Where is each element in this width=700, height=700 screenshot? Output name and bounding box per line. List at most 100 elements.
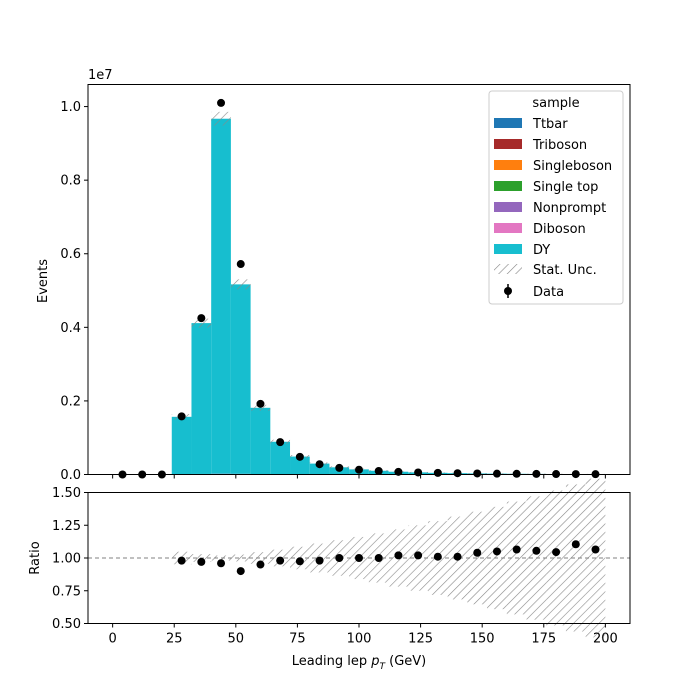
bar-dy-8 xyxy=(270,441,291,475)
data-point-5 xyxy=(217,98,226,107)
stat-unc-5 xyxy=(211,111,231,126)
legend-label-stat-unc: Stat. Unc. xyxy=(533,263,597,278)
ratio-y-tick-label-4: 1.50 xyxy=(52,486,81,501)
legend-box xyxy=(488,90,624,305)
ratio-x-ticks: 0 25 50 75 100 125 150 175 200 xyxy=(108,623,618,647)
legend-label-singleboson: Singleboson xyxy=(533,159,612,174)
legend-label-single-top: Single top xyxy=(533,180,598,195)
ratio-point-0 xyxy=(177,556,186,565)
legend-marker-data xyxy=(504,284,512,298)
legend-swatch-dy xyxy=(494,244,522,254)
bar-dy-7 xyxy=(250,407,271,475)
legend-items: Ttbar Triboson Singleboson Single top Nonpro… xyxy=(494,117,612,258)
x-tick-label-50: 50 xyxy=(228,632,245,647)
ratio-point-17 xyxy=(512,545,521,554)
bar-dy-5 xyxy=(211,118,231,474)
ratio-unc-22 xyxy=(546,490,566,626)
bar-dy-10 xyxy=(309,463,330,475)
ratio-unc-6 xyxy=(230,554,251,562)
legend-title: sample xyxy=(532,96,579,111)
ratio-y-axis-label: Ratio xyxy=(28,541,43,574)
data-point-9 xyxy=(295,452,304,461)
legend-label-ttbar: Ttbar xyxy=(532,117,568,132)
main-y-axis-label: Events xyxy=(36,259,51,303)
ratio-point-20 xyxy=(571,540,580,549)
legend-label-diboson: Diboson xyxy=(533,222,586,237)
data-point-7 xyxy=(256,399,265,408)
ratio-point-6 xyxy=(295,557,304,566)
legend-swatch-nonprompt xyxy=(494,202,522,212)
legend-swatch-diboson xyxy=(494,223,522,233)
bar-dy-3 xyxy=(171,416,192,475)
data-point-11 xyxy=(335,463,344,472)
main-y-tick-label-1: 0.2 xyxy=(60,394,81,409)
data-point-12 xyxy=(355,465,363,474)
main-y-tick-label-2: 0.4 xyxy=(60,321,81,336)
ratio-panel: 0 25 50 75 100 125 150 175 200 0.50 0.75 1.00 1.25 1… xyxy=(28,478,631,672)
ratio-y-ticks: 0.50 0.75 1.00 1.25 1.50 xyxy=(52,486,88,632)
data-point-19 xyxy=(492,469,501,478)
ratio-point-5 xyxy=(276,556,285,565)
data-point-18 xyxy=(473,469,482,478)
data-point-3 xyxy=(177,412,186,421)
bar-dy-6 xyxy=(230,284,251,474)
bar-dy-4 xyxy=(191,323,212,474)
ratio-point-14 xyxy=(453,552,462,561)
ratio-point-8 xyxy=(335,554,344,562)
data-point-14 xyxy=(394,467,403,476)
x-tick-label-125: 125 xyxy=(408,632,433,647)
ratio-point-1 xyxy=(197,557,206,566)
data-point-10 xyxy=(315,460,324,469)
ratio-unc-20 xyxy=(506,501,527,615)
main-y-tick-label-4: 0.8 xyxy=(60,174,81,189)
ratio-unc-5 xyxy=(211,555,231,561)
ratio-point-4 xyxy=(256,560,265,569)
ratio-point-12 xyxy=(414,551,423,560)
ratio-unc-18 xyxy=(467,511,488,605)
data-point-17 xyxy=(453,469,462,478)
data-point-6 xyxy=(236,260,245,269)
main-y-tick-label-0: 0.0 xyxy=(60,468,81,483)
ratio-unc-24 xyxy=(585,478,606,638)
ratio-point-2 xyxy=(217,559,226,568)
ratio-point-18 xyxy=(532,546,541,555)
ratio-unc-21 xyxy=(526,496,547,620)
x-tick-label-75: 75 xyxy=(289,632,306,647)
main-y-tick-label-5: 1.0 xyxy=(60,100,81,115)
data-point-8 xyxy=(276,438,285,447)
ratio-point-15 xyxy=(473,548,482,557)
bar-dy-9 xyxy=(290,456,310,475)
legend-label-data: Data xyxy=(533,285,564,300)
x-axis-label: Leading lep pT (GeV) xyxy=(292,654,426,672)
main-y-ticks: 0.0 0.2 0.4 0.6 0.8 1.0 xyxy=(60,100,88,483)
main-panel: 0.0 0.2 0.4 0.6 0.8 1.0 1e7 Events xyxy=(36,68,631,483)
x-tick-label-25: 25 xyxy=(166,632,183,647)
legend-swatch-single-top xyxy=(494,181,522,191)
legend-swatch-ttbar xyxy=(494,118,522,128)
ratio-point-3 xyxy=(236,567,245,576)
ratio-point-13 xyxy=(433,552,442,561)
y-scale-label: 1e7 xyxy=(88,68,113,83)
stat-unc-6 xyxy=(230,279,251,290)
x-tick-label-175: 175 xyxy=(531,632,556,647)
ratio-y-tick-label-1: 0.75 xyxy=(52,584,81,599)
x-tick-label-100: 100 xyxy=(347,632,372,647)
x-tick-label-0: 0 xyxy=(108,632,116,647)
ratio-point-19 xyxy=(552,548,561,557)
ratio-point-9 xyxy=(355,554,363,562)
ratio-unc-7 xyxy=(250,552,271,564)
legend-swatch-stat-unc xyxy=(494,264,522,274)
data-point-16 xyxy=(433,468,442,477)
x-tick-label-150: 150 xyxy=(470,632,495,647)
ratio-unc-band xyxy=(171,478,606,638)
legend-swatch-singleboson xyxy=(494,160,522,170)
ratio-point-16 xyxy=(492,547,501,556)
ratio-y-tick-label-3: 1.25 xyxy=(52,519,81,534)
stat-unc-4 xyxy=(191,318,212,328)
ratio-y-tick-label-0: 0.50 xyxy=(52,617,81,632)
data-point-4 xyxy=(197,314,206,323)
legend-label-triboson: Triboson xyxy=(532,138,587,153)
ratio-unc-23 xyxy=(565,484,586,632)
x-tick-label-200: 200 xyxy=(593,632,618,647)
ratio-point-7 xyxy=(315,556,324,565)
